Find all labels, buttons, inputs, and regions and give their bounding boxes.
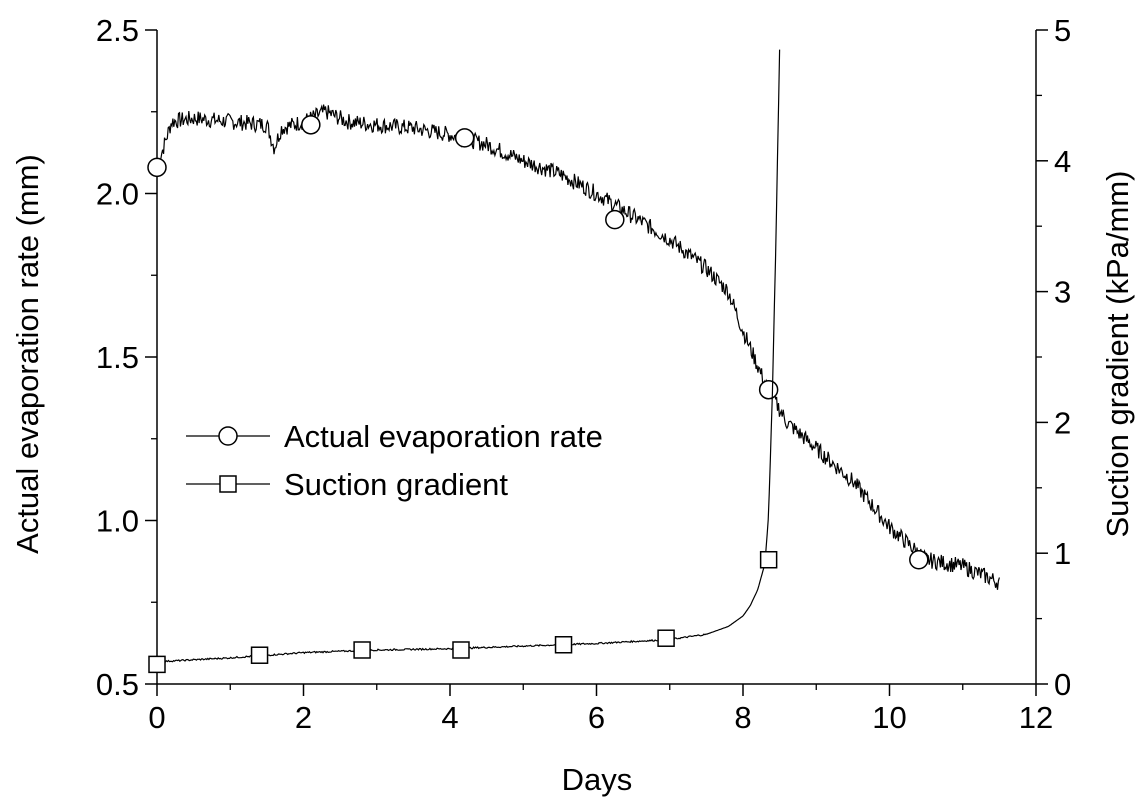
left-y-axis-title: Actual evaporation rate (mm): [10, 154, 45, 554]
suction-marker: [657, 629, 675, 647]
evaporation-marker: [301, 115, 321, 135]
left-y-tick-label: 1.5: [96, 340, 139, 375]
suction-marker: [250, 646, 269, 664]
evaporation-rate-line: [157, 104, 1000, 590]
evaporation-marker: [454, 128, 475, 148]
suction-marker: [759, 550, 778, 569]
x-tick-label: 12: [1019, 700, 1053, 735]
legend-label-evaporation: Actual evaporation rate: [284, 419, 603, 454]
left-y-tick-label: 0.5: [96, 667, 139, 702]
evaporation-marker: [147, 157, 167, 178]
legend-label-suction: Suction gradient: [284, 467, 508, 502]
evaporation-marker: [605, 209, 625, 230]
evaporation-marker: [758, 379, 779, 400]
x-tick-label: 2: [295, 700, 312, 735]
x-tick-label: 4: [441, 700, 458, 735]
suction-marker: [554, 636, 573, 654]
legend: Actual evaporation rate Suction gradient: [186, 419, 603, 502]
suction-marker: [353, 641, 371, 659]
left-y-tick-label: 2.5: [96, 13, 139, 48]
right-y-tick-label: 1: [1054, 536, 1071, 571]
x-axis-title: Days: [562, 762, 633, 797]
right-y-tick-label: 3: [1054, 275, 1071, 310]
right-y-tick-label: 5: [1054, 13, 1071, 48]
right-y-axis-title: Suction gradient (kPa/mm): [1100, 171, 1135, 538]
x-tick-label: 10: [872, 700, 906, 735]
suction-marker: [148, 655, 166, 674]
legend-marker-circle: [218, 426, 238, 446]
series-layer: [147, 49, 1000, 674]
left-y-tick-label: 1.0: [96, 504, 139, 539]
right-y-tick-label: 4: [1054, 144, 1071, 179]
suction-marker: [452, 641, 470, 659]
evaporation-marker: [909, 549, 929, 570]
legend-marker-square: [219, 475, 237, 493]
x-tick-label: 8: [734, 700, 751, 735]
x-tick-label: 0: [148, 700, 165, 735]
left-y-tick-label: 2.0: [96, 177, 139, 212]
right-y-tick-label: 0: [1054, 667, 1071, 702]
x-tick-label: 6: [588, 700, 605, 735]
right-y-tick-label: 2: [1054, 405, 1071, 440]
